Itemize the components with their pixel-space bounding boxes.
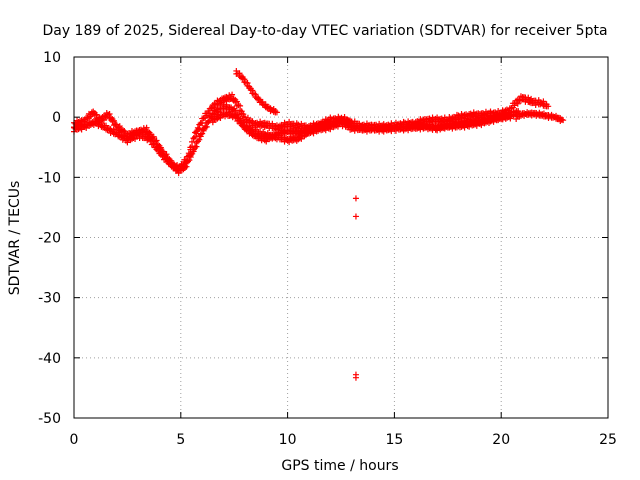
data-point bbox=[560, 117, 567, 124]
series-band-low-trough bbox=[209, 109, 355, 145]
data-point bbox=[232, 107, 239, 114]
data-point bbox=[515, 108, 522, 115]
y-tick-label: 10 bbox=[43, 50, 61, 66]
data-point bbox=[233, 98, 240, 105]
y-tick-label: -40 bbox=[38, 351, 61, 367]
data-point bbox=[196, 136, 203, 143]
data-point bbox=[352, 195, 359, 202]
grid bbox=[74, 57, 608, 418]
x-tick-label: 25 bbox=[599, 432, 617, 448]
data-point bbox=[241, 76, 248, 83]
y-tick-label: -10 bbox=[38, 170, 61, 186]
series-segment-upper-right bbox=[513, 109, 567, 124]
series-outliers bbox=[352, 195, 359, 381]
y-tick-label: -20 bbox=[38, 231, 61, 247]
x-axis: 0 5 10 15 20 25 bbox=[70, 57, 617, 448]
data-point bbox=[148, 137, 155, 144]
data-point bbox=[93, 111, 100, 118]
x-tick-label: 15 bbox=[385, 432, 403, 448]
chart-title: Day 189 of 2025, Sidereal Day-to-day VTE… bbox=[42, 23, 607, 39]
data-point bbox=[273, 109, 280, 116]
data-point bbox=[348, 118, 355, 125]
series-band-mid-right bbox=[412, 107, 522, 133]
data-point bbox=[161, 152, 168, 159]
x-tick-label: 20 bbox=[492, 432, 510, 448]
data-point bbox=[110, 117, 117, 124]
y-tick-label: -50 bbox=[38, 411, 61, 427]
y-axis-label: SDTVAR / TECUs bbox=[7, 181, 23, 296]
y-tick-label: -30 bbox=[38, 291, 61, 307]
x-axis-label: GPS time / hours bbox=[281, 458, 398, 474]
series-segment-high-evening bbox=[233, 67, 280, 116]
data-point bbox=[186, 157, 193, 164]
data-point bbox=[352, 213, 359, 220]
x-tick-label: 5 bbox=[176, 432, 185, 448]
series-band-main-lower bbox=[71, 101, 515, 177]
data-point bbox=[189, 138, 196, 145]
data-point bbox=[249, 87, 256, 94]
y-axis: 10 0 -10 -20 -30 -40 -50 bbox=[38, 50, 608, 427]
y-tick-label: 0 bbox=[52, 110, 61, 126]
data-point bbox=[192, 133, 199, 140]
x-tick-label: 10 bbox=[279, 432, 297, 448]
data-point bbox=[545, 103, 552, 110]
data-points bbox=[71, 67, 567, 381]
data-point bbox=[352, 374, 359, 381]
x-tick-label: 0 bbox=[70, 432, 79, 448]
data-point bbox=[234, 114, 241, 121]
